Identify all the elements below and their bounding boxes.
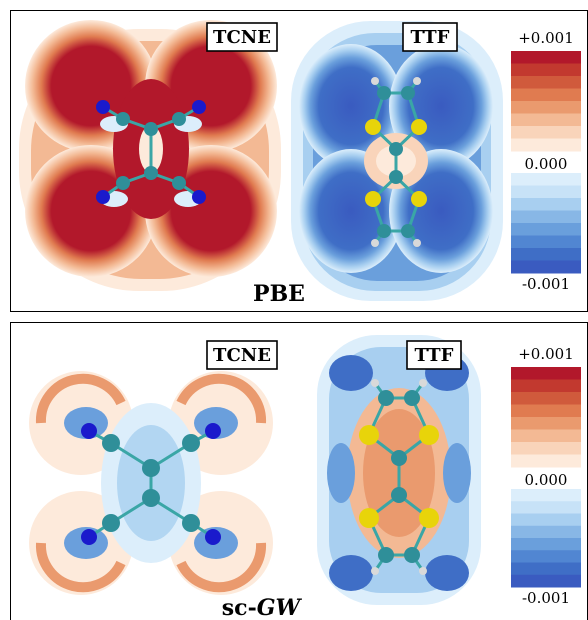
colorbar-negative: [511, 173, 581, 274]
colorbar-positive-swatch: [511, 113, 581, 127]
ttf-label-box-scgw: [406, 340, 462, 370]
ttf-atoms-pbe: [365, 77, 427, 247]
colorbar-positive-swatch: [511, 76, 581, 89]
method-label-pbe: PBE: [253, 281, 305, 307]
tcne-label-pbe: TCNE: [213, 27, 271, 48]
panel-pbe: TCNE TTF PBE +0.001 0.000 -0.001: [10, 10, 588, 312]
colorbar-negative-swatch: [511, 562, 581, 576]
colorbar-negative-swatch: [511, 538, 581, 551]
colorbar-positive-swatch: [511, 429, 581, 443]
colorbar-negative-swatch: [511, 248, 581, 261]
colorbar-negative-swatch: [511, 513, 581, 527]
colorbar-positive-swatch: [511, 51, 581, 64]
colorbar-positive-swatch: [511, 392, 581, 405]
tcne-atoms-pbe: [96, 100, 206, 204]
colorbar-mid-label-scgw: 0.000: [525, 471, 568, 489]
method-label-scgw-italic: GW: [257, 595, 303, 620]
colorbar-positive-swatch: [511, 417, 581, 430]
colorbar-negative-swatch: [511, 210, 581, 224]
ttf-atoms-scgw: [359, 379, 439, 575]
colorbar-positive-swatch: [511, 442, 581, 455]
colorbar-positive-swatch: [511, 404, 581, 418]
colorbar-negative-swatch: [511, 198, 581, 211]
tcne-atoms-scgw: [81, 423, 221, 545]
colorbar-negative-swatch: [511, 501, 581, 514]
colorbar-positive-swatch: [511, 379, 581, 393]
tcne-label-box-pbe: [206, 22, 278, 52]
colorbar-negative-scgw: [511, 489, 581, 588]
colorbar-max-label: +0.001: [518, 29, 574, 47]
colorbar-negative-swatch: [511, 574, 581, 588]
colorbar-min-label: -0.001: [522, 275, 570, 293]
colorbar-positive-swatch: [511, 126, 581, 139]
panel-scgw: TCNE TTF sc-GW +0.001 0.000 -0.001: [10, 322, 588, 620]
colorbar-negative-swatch: [511, 235, 581, 249]
colorbar-positive: [511, 51, 581, 152]
colorbar-negative-swatch: [511, 550, 581, 563]
colorbar-positive-swatch: [511, 88, 581, 102]
colorbar-scgw: +0.001 0.000 -0.001: [511, 345, 581, 607]
tcne-label-box-scgw: [206, 340, 278, 370]
colorbar-mid-label: 0.000: [525, 155, 568, 173]
colorbar-negative-swatch: [511, 260, 581, 274]
ttf-label-box-pbe: [402, 22, 458, 52]
colorbar-negative-swatch: [511, 185, 581, 199]
pbe-density-plot: TCNE TTF PBE +0.001 0.000 -0.001: [19, 20, 581, 307]
colorbar-positive-swatch: [511, 138, 581, 152]
colorbar-positive-swatch: [511, 454, 581, 468]
method-label-scgw-prefix: sc-: [222, 595, 257, 620]
colorbar-negative-swatch: [511, 173, 581, 186]
colorbar-min-label-scgw: -0.001: [522, 589, 570, 607]
colorbar-positive-swatch: [511, 101, 581, 114]
colorbar-negative-swatch: [511, 223, 581, 236]
ttf-label-scgw: TTF: [415, 345, 454, 366]
ttf-label-pbe: TTF: [411, 27, 450, 48]
colorbar-negative-swatch: [511, 525, 581, 539]
scgw-density-plot: TCNE TTF sc-GW +0.001 0.000 -0.001: [29, 335, 581, 620]
colorbar-positive-swatch: [511, 63, 581, 77]
colorbar-negative-swatch: [511, 489, 581, 502]
colorbar-positive-scgw: [511, 367, 581, 468]
colorbar-pbe: +0.001 0.000 -0.001: [511, 29, 581, 293]
colorbar-max-label-scgw: +0.001: [518, 345, 574, 363]
tcne-label-scgw: TCNE: [213, 345, 271, 366]
colorbar-positive-swatch: [511, 367, 581, 380]
method-label-scgw: sc-GW: [222, 595, 303, 620]
